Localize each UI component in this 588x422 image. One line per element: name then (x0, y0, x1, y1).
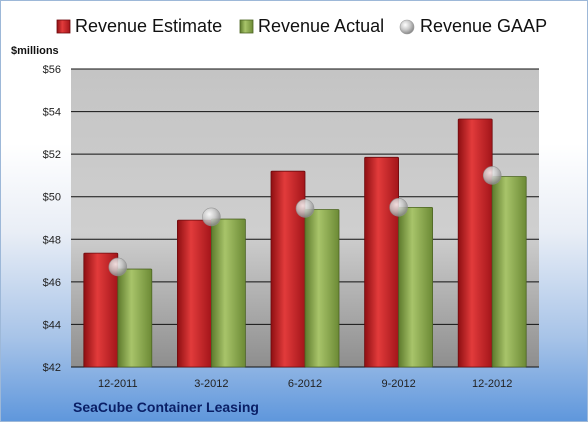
legend-marker-gaap (399, 19, 415, 35)
legend-swatch-estimate (56, 19, 71, 34)
x-tick-label: 12-2012 (472, 378, 512, 390)
bar-revenue-actual (398, 206, 434, 368)
legend-label-actual: Revenue Actual (258, 16, 384, 36)
legend-label-estimate: Revenue Estimate (75, 16, 222, 36)
legend: Revenue Estimate Revenue Actual Revenue … (56, 16, 547, 36)
y-tick-label: $54 (43, 107, 61, 119)
marker-revenue-gaap (295, 199, 315, 218)
legend-swatch-actual (239, 19, 254, 34)
bar-revenue-actual (304, 209, 340, 368)
y-tick-label: $52 (43, 149, 61, 161)
bar-revenue-actual (491, 176, 527, 368)
x-tick-label: 3-2012 (194, 378, 228, 390)
gaap-markers (108, 166, 502, 277)
y-tick-label: $50 (43, 192, 61, 204)
y-axis-unit-label: $millions (11, 45, 59, 57)
x-axis-ticks: 12-2011 3-2012 6-2012 9-2012 12-2012 (98, 378, 512, 390)
y-tick-label: $44 (43, 319, 61, 331)
bar-revenue-estimate (457, 118, 493, 368)
marker-revenue-gaap (482, 166, 502, 185)
x-tick-label: 6-2012 (288, 378, 322, 390)
bar-revenue-estimate (364, 156, 400, 368)
bar-revenue-estimate (176, 219, 212, 368)
marker-revenue-gaap (202, 207, 221, 227)
x-tick-label: 9-2012 (381, 378, 415, 390)
y-tick-label: $56 (43, 64, 61, 76)
y-tick-label: $48 (43, 234, 61, 246)
y-axis-ticks: $42 $44 $46 $48 $50 $52 $54 $56 (43, 64, 61, 374)
company-name: SeaCube Container Leasing (73, 399, 259, 415)
legend-label-gaap: Revenue GAAP (420, 16, 547, 36)
y-tick-label: $46 (43, 277, 61, 289)
bars (83, 118, 527, 368)
bar-revenue-actual (210, 218, 246, 368)
marker-revenue-gaap (389, 198, 408, 217)
y-tick-label: $42 (43, 362, 61, 374)
bar-revenue-actual (117, 268, 153, 368)
marker-revenue-gaap (108, 257, 128, 277)
x-tick-label: 12-2011 (98, 378, 138, 390)
bar-revenue-estimate (270, 170, 306, 368)
